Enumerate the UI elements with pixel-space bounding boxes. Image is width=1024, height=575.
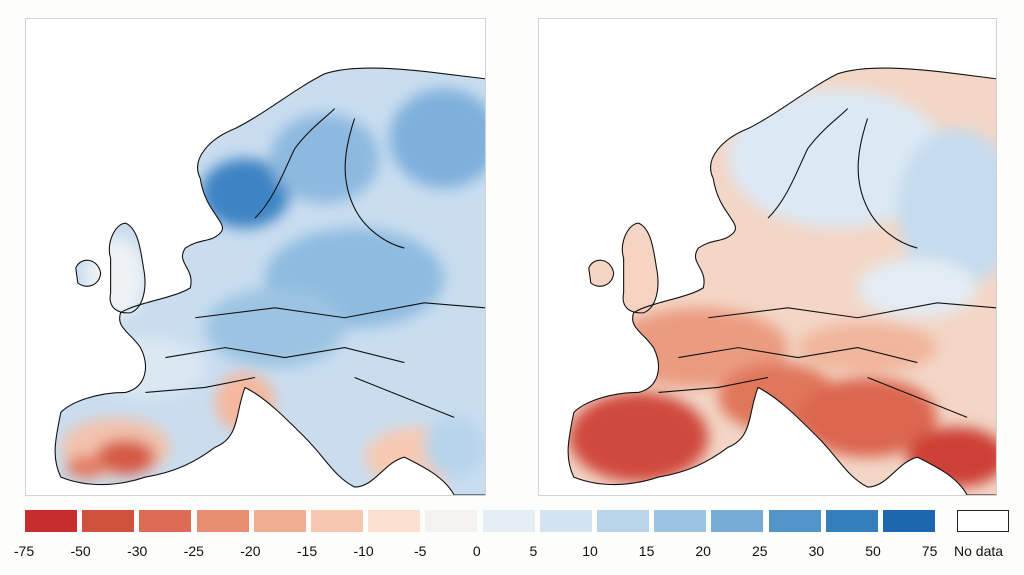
legend-swatch-nodata <box>957 510 1009 532</box>
legend-labels: -75 -50 -30 -25 -20 -15 -10 -5 0 5 10 15 20 25 30 50 75 <box>0 543 1024 563</box>
legend-swatch <box>196 510 249 532</box>
legend-tick-label: -75 <box>13 543 35 559</box>
legend-tick-label: -30 <box>127 543 148 559</box>
legend-tick-label: -15 <box>296 543 318 559</box>
legend-swatch <box>539 510 592 532</box>
legend-tick-label: 75 <box>921 543 938 559</box>
legend-swatch <box>654 510 707 532</box>
legend-swatch <box>482 510 535 532</box>
legend-tick-label: -5 <box>413 543 427 559</box>
legend-tick-label: 5 <box>529 543 538 559</box>
legend-tick-label: 50 <box>865 543 881 559</box>
legend-tick-label: -25 <box>183 543 204 559</box>
legend-tick-label: -10 <box>353 543 374 559</box>
legend-swatch <box>883 510 935 532</box>
legend-swatch <box>425 510 478 532</box>
map-panel-right <box>538 18 997 496</box>
legend-swatch <box>597 510 649 532</box>
map-right-svg <box>539 19 996 495</box>
legend-tick-label: 0 <box>472 543 481 559</box>
legend-tick-label: 15 <box>638 543 655 559</box>
legend-tick-label: 10 <box>582 543 598 559</box>
legend-tick-label: 30 <box>808 543 825 559</box>
legend-swatch <box>25 510 77 532</box>
legend-tick-label: 20 <box>695 543 711 559</box>
legend-tick-label: -50 <box>70 543 91 559</box>
legend-swatch <box>825 510 878 532</box>
legend-nodata-label: No data <box>954 543 1004 559</box>
legend-swatch <box>139 510 192 532</box>
legend-swatch <box>768 510 821 532</box>
legend-tick-label: 25 <box>752 543 768 559</box>
legend-tick-label: -20 <box>240 543 261 559</box>
legend-swatch <box>368 510 421 532</box>
legend-swatch <box>711 510 764 532</box>
legend-swatch <box>253 510 306 532</box>
map-left-svg <box>26 19 485 495</box>
legend-swatches <box>0 510 1024 534</box>
legend-swatch <box>82 510 135 532</box>
map-panel-left <box>25 18 486 496</box>
legend-swatch <box>311 510 363 532</box>
